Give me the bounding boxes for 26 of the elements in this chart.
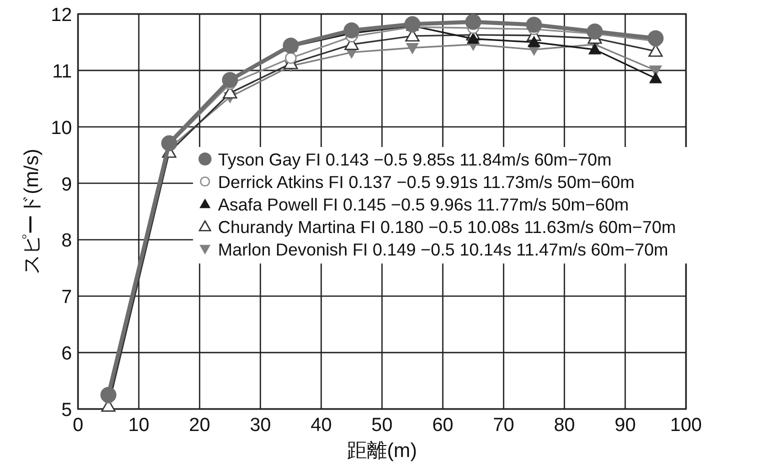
y-tick-label: 8 [61,230,72,252]
y-tick-label: 10 [50,118,72,139]
y-tick-label: 9 [61,174,72,196]
x-tick-label: 20 [189,415,210,436]
x-axis-title: 距離(m) [347,440,417,462]
x-tick-label: 30 [250,415,271,436]
legend-label: Asafa Powell FI 0.145 −0.5 9.96s 11.77m/s 50m−60m [218,194,629,214]
x-tick-label: 70 [493,415,514,436]
x-tick-label: 90 [614,415,636,436]
legend-label: Tyson Gay FI 0.143 −0.5 9.85s 11.84m/s 60m−70m [218,150,612,170]
y-tick-label: 6 [61,344,72,365]
x-tick-label: 40 [310,415,332,436]
legend-label: Derrick Atkins FI 0.137 −0.5 9.91s 11.73m/s 50m−60m [218,172,635,192]
x-tick-label: 50 [371,415,393,436]
x-tick-label: 100 [670,415,702,436]
y-tick-label: 5 [61,400,72,421]
y-tick-label: 7 [61,287,72,308]
y-tick-label: 12 [50,5,72,26]
x-tick-label: 0 [72,415,84,436]
legend-label: Marlon Devonish FI 0.149 −0.5 10.14s 11.47m/s 60m−70m [218,240,668,260]
legend-label: Churandy Martina FI 0.180 −0.5 10.08s 11.63m/s 60m−70m [218,217,676,237]
y-tick-label: 11 [52,61,72,82]
x-tick-label: 10 [128,415,150,436]
y-axis-title: スピード(m/s) [21,148,43,274]
x-tick-label: 60 [432,415,454,436]
x-tick-label: 80 [554,415,575,436]
